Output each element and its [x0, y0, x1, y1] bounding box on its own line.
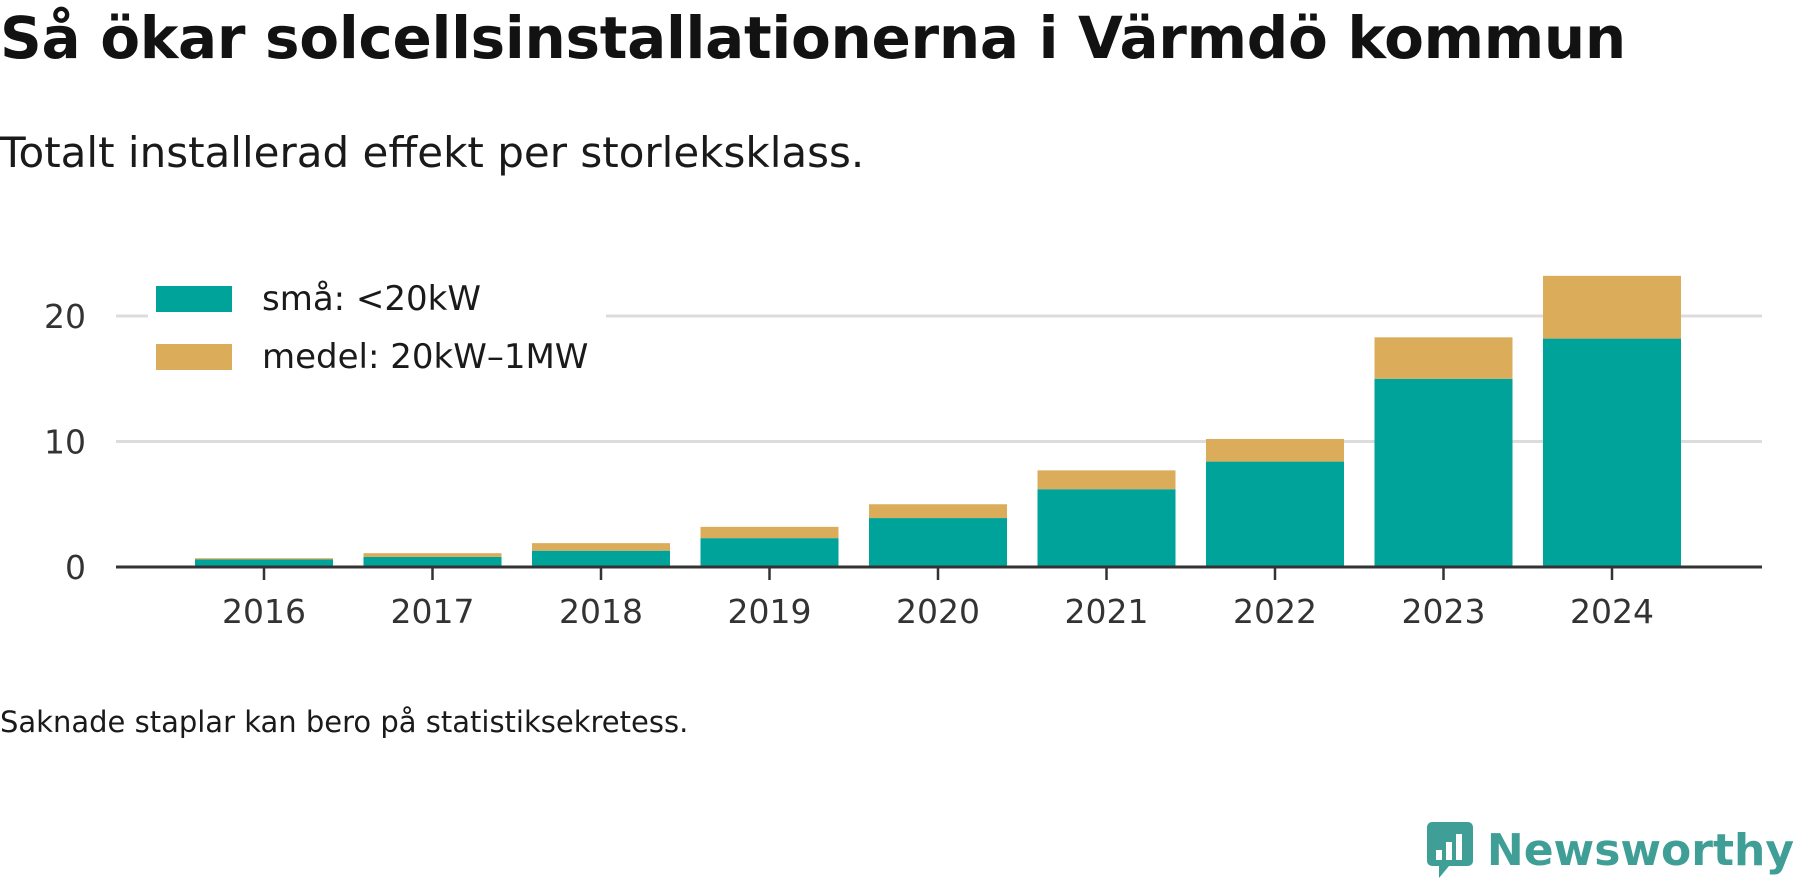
x-tick-label: 2016	[222, 592, 306, 631]
bar-medium-2024	[1543, 275, 1681, 339]
y-tick-label: 10	[44, 423, 86, 462]
legend-swatch-small	[156, 286, 232, 312]
x-tick-label: 2019	[728, 592, 812, 631]
x-tick-label: 2018	[559, 592, 643, 631]
bar-medium-2018	[532, 543, 670, 551]
bar-medium-2016	[195, 558, 333, 560]
legend-swatch-medium	[156, 344, 232, 370]
chart-subtitle: Totalt installerad effekt per storlekskl…	[0, 128, 865, 177]
chart-area: 0 10 20 2016 2017 2018 2019 2020 2021 2022 2023 202…	[0, 230, 1800, 650]
newsworthy-logo-icon	[1426, 822, 1473, 878]
x-tick-label: 2023	[1402, 592, 1486, 631]
bar-small-2023	[1374, 378, 1513, 567]
brand-name: Newsworthy	[1486, 824, 1794, 876]
bar-medium-2019	[700, 526, 839, 539]
footnote: Saknade staplar kan bero på statistiksek…	[0, 705, 689, 739]
bar-small-2016	[195, 559, 333, 567]
bar-small-2021	[1037, 489, 1176, 567]
y-tick-label: 20	[44, 297, 86, 336]
bar-medium-2022	[1206, 438, 1344, 462]
chart-legend: små: <20kW medel: 20kW–1MW	[148, 266, 607, 392]
bar-medium-2023	[1374, 337, 1513, 379]
bar-small-2024	[1543, 338, 1681, 567]
bar-small-2017	[363, 556, 502, 567]
stacked-bar-chart: 0 10 20 2016 2017 2018 2019 2020 2021 2022 2023 202…	[44, 275, 1762, 631]
bar-medium-2017	[363, 553, 502, 557]
y-tick-label: 0	[65, 548, 86, 587]
legend-label-small: små: <20kW	[262, 279, 481, 319]
legend-label-medium: medel: 20kW–1MW	[262, 337, 589, 377]
bar-medium-2021	[1037, 470, 1176, 490]
x-tick-label: 2017	[391, 592, 475, 631]
bar-small-2019	[700, 538, 839, 567]
bar-small-2020	[869, 518, 1007, 567]
bar-medium-2020	[869, 504, 1007, 519]
bar-small-2022	[1206, 461, 1344, 567]
x-tick-label: 2021	[1065, 592, 1149, 631]
chart-title: Så ökar solcellsinstallationerna i Värmd…	[0, 4, 1626, 72]
brand-logo[interactable]: Newsworthy	[1425, 820, 1794, 880]
legend-item-small: små: <20kW	[156, 270, 588, 328]
x-tick-label: 2024	[1570, 592, 1654, 631]
x-tick-label: 2022	[1233, 592, 1317, 631]
x-tick-label: 2020	[896, 592, 980, 631]
bar-small-2018	[532, 550, 670, 567]
legend-item-medium: medel: 20kW–1MW	[156, 328, 588, 386]
